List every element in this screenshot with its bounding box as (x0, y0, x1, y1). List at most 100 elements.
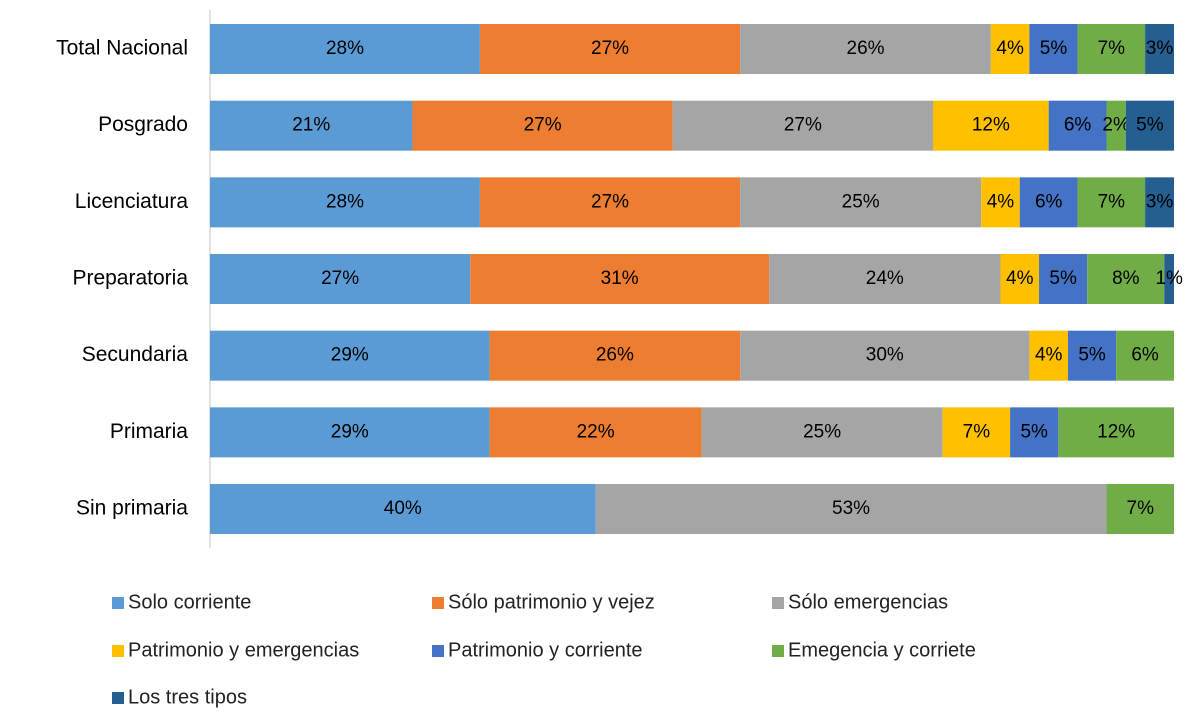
data-label: 5% (1049, 268, 1077, 289)
bar-segment (210, 24, 480, 74)
bar-segment (210, 407, 490, 458)
bar-segment (740, 330, 1030, 381)
bar-segment (1029, 24, 1078, 74)
data-label: 29% (331, 421, 369, 442)
category-label: Licenciatura (75, 190, 189, 213)
bar-segment (701, 407, 943, 458)
data-label: 3% (1146, 191, 1174, 212)
bar-segment (489, 330, 741, 381)
bar-segment (1010, 407, 1059, 458)
bar-segment (489, 407, 702, 458)
data-label: 21% (292, 115, 330, 136)
data-label: 4% (987, 191, 1015, 212)
legend-swatch (432, 597, 444, 609)
data-label: 25% (842, 191, 880, 212)
data-label: 27% (784, 115, 822, 136)
category-label: Primaria (110, 420, 188, 443)
legend-swatch (112, 597, 124, 609)
bar-segment (1106, 100, 1126, 151)
bar-segment (210, 100, 413, 151)
data-label: 28% (326, 38, 364, 59)
data-label: 26% (596, 345, 634, 366)
bar-segment (740, 24, 991, 74)
bar-segment (470, 254, 770, 305)
category-label: Posgrado (98, 113, 188, 136)
bar-segment (769, 254, 1001, 305)
category-label: Secundaria (82, 343, 189, 366)
data-label: 27% (524, 115, 562, 136)
data-label: 53% (832, 498, 870, 519)
legend-swatch (772, 645, 784, 657)
data-label: 6% (1064, 115, 1092, 136)
bar-segment (1039, 254, 1088, 305)
data-label: 31% (601, 268, 639, 289)
data-label: 5% (1040, 38, 1068, 59)
bar-segment (1019, 177, 1078, 228)
bar-segment (1145, 24, 1174, 74)
bar-segment (1106, 484, 1174, 535)
legend-label: Los tres tipos (128, 686, 247, 708)
data-label: 7% (963, 421, 991, 442)
data-label: 12% (972, 115, 1010, 136)
data-label: 29% (331, 345, 369, 366)
category-label: Preparatoria (72, 267, 188, 290)
bar-segment (1145, 177, 1174, 228)
legend-swatch (772, 597, 784, 609)
data-label: 4% (996, 38, 1024, 59)
data-label: 27% (591, 38, 629, 59)
data-label: 5% (1078, 345, 1106, 366)
data-label: 4% (1035, 345, 1063, 366)
legend-label: Sólo emergencias (788, 591, 948, 613)
data-label: 7% (1098, 191, 1126, 212)
category-label: Sin primaria (76, 497, 188, 520)
legend-swatch (112, 692, 124, 704)
bar-segment (595, 484, 1107, 535)
bar-segment (1077, 24, 1146, 74)
bar-segment (1125, 100, 1174, 151)
data-label: 25% (803, 421, 841, 442)
bar-segment (412, 100, 673, 151)
bar-segment (479, 24, 741, 74)
bar-segment (740, 177, 982, 228)
data-label: 7% (1127, 498, 1155, 519)
data-label: 1% (1155, 268, 1183, 289)
bar-segment (933, 100, 1049, 151)
data-label: 6% (1035, 191, 1063, 212)
legend-swatch (432, 645, 444, 657)
bar-segment (210, 330, 490, 381)
data-label: 4% (1006, 268, 1034, 289)
bar-segment (210, 254, 471, 305)
bar-segment (1048, 100, 1107, 151)
data-label: 40% (384, 498, 422, 519)
data-label: 8% (1112, 268, 1140, 289)
bar-segment (1164, 254, 1174, 305)
data-label: 3% (1146, 38, 1174, 59)
bar-segment (1067, 330, 1117, 381)
data-label: 12% (1097, 421, 1135, 442)
data-label: 27% (591, 191, 629, 212)
bar-segment (672, 100, 933, 151)
bar-segment (1087, 254, 1165, 305)
data-label: 6% (1131, 345, 1159, 366)
bar-segment (1000, 254, 1040, 305)
data-label: 27% (321, 268, 359, 289)
data-label: 5% (1020, 421, 1048, 442)
legend-label: Patrimonio y corriente (448, 639, 643, 661)
legend-label: Patrimonio y emergencias (128, 639, 359, 661)
data-label: 28% (326, 191, 364, 212)
data-label: 5% (1136, 115, 1164, 136)
category-label: Total Nacional (56, 37, 188, 60)
bar-segment (210, 177, 480, 228)
data-label: 2% (1102, 115, 1130, 136)
bar-segment (1058, 407, 1174, 458)
bar-segment (1077, 177, 1146, 228)
bar-segment (479, 177, 741, 228)
bar-segment (942, 407, 1011, 458)
bar-segment (1116, 330, 1174, 381)
data-label: 22% (577, 421, 615, 442)
legend-swatch (112, 645, 124, 657)
bar-segment (990, 24, 1030, 74)
legend-label: Solo corriente (128, 591, 251, 613)
